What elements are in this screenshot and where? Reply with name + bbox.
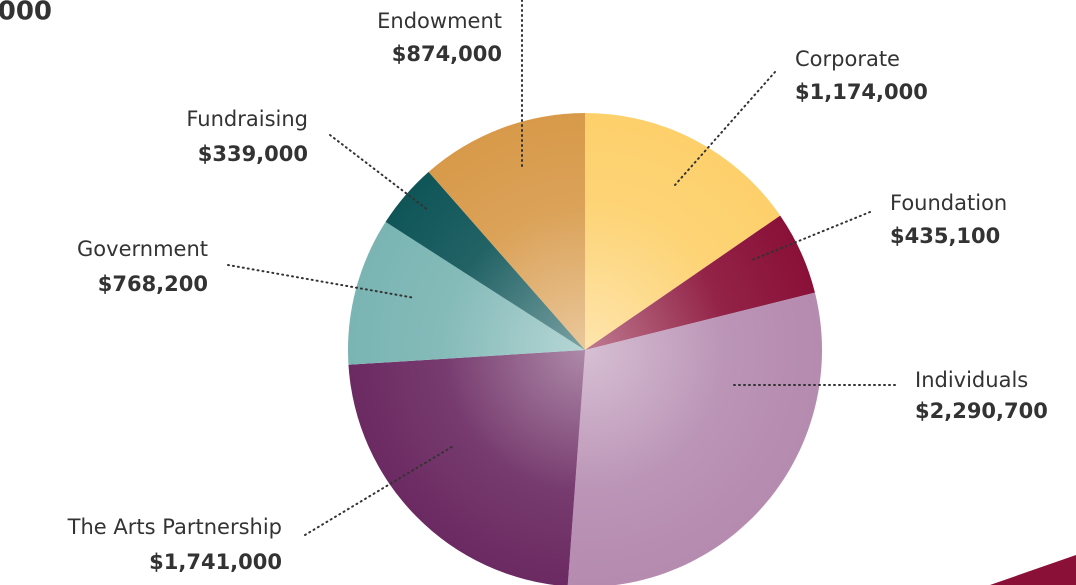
slice-shine — [428, 113, 585, 350]
leader-line — [674, 71, 776, 186]
leader-line — [329, 134, 429, 211]
slice-shine — [348, 350, 585, 585]
slice-shine — [348, 221, 585, 365]
slice-label: Fundraising — [186, 107, 308, 131]
leader-line — [227, 264, 416, 299]
slice-value-label: $874,000 — [392, 42, 502, 66]
slice-value-label: $768,200 — [98, 272, 208, 296]
slice-label: Corporate — [795, 47, 900, 71]
slice-value-label: $1,174,000 — [795, 80, 928, 104]
slice-label: The Arts Partnership — [67, 515, 282, 539]
slice-value-label: $435,100 — [890, 224, 1000, 248]
decoration — [990, 555, 1076, 585]
leader-line — [304, 444, 456, 536]
slice-label: Government — [77, 237, 208, 261]
slice-shine — [567, 292, 822, 585]
slice-shine — [585, 113, 781, 350]
slice-shine — [585, 215, 815, 350]
chart-title: $7,622,000 — [0, 0, 52, 27]
slice-label: Foundation — [890, 191, 1007, 215]
slice-value-label: $339,000 — [198, 142, 308, 166]
slice-label: Endowment — [377, 9, 502, 33]
slice-shine — [385, 171, 585, 350]
labels: Corporate $1,174,000 Foundation $435,100 Ind… — [67, 0, 1048, 574]
slice-value-label: $1,741,000 — [149, 550, 282, 574]
slice-value-label: $2,290,700 — [915, 399, 1048, 423]
slice-label: Individuals — [915, 368, 1028, 392]
pie — [348, 113, 822, 585]
leader-line — [751, 211, 871, 261]
